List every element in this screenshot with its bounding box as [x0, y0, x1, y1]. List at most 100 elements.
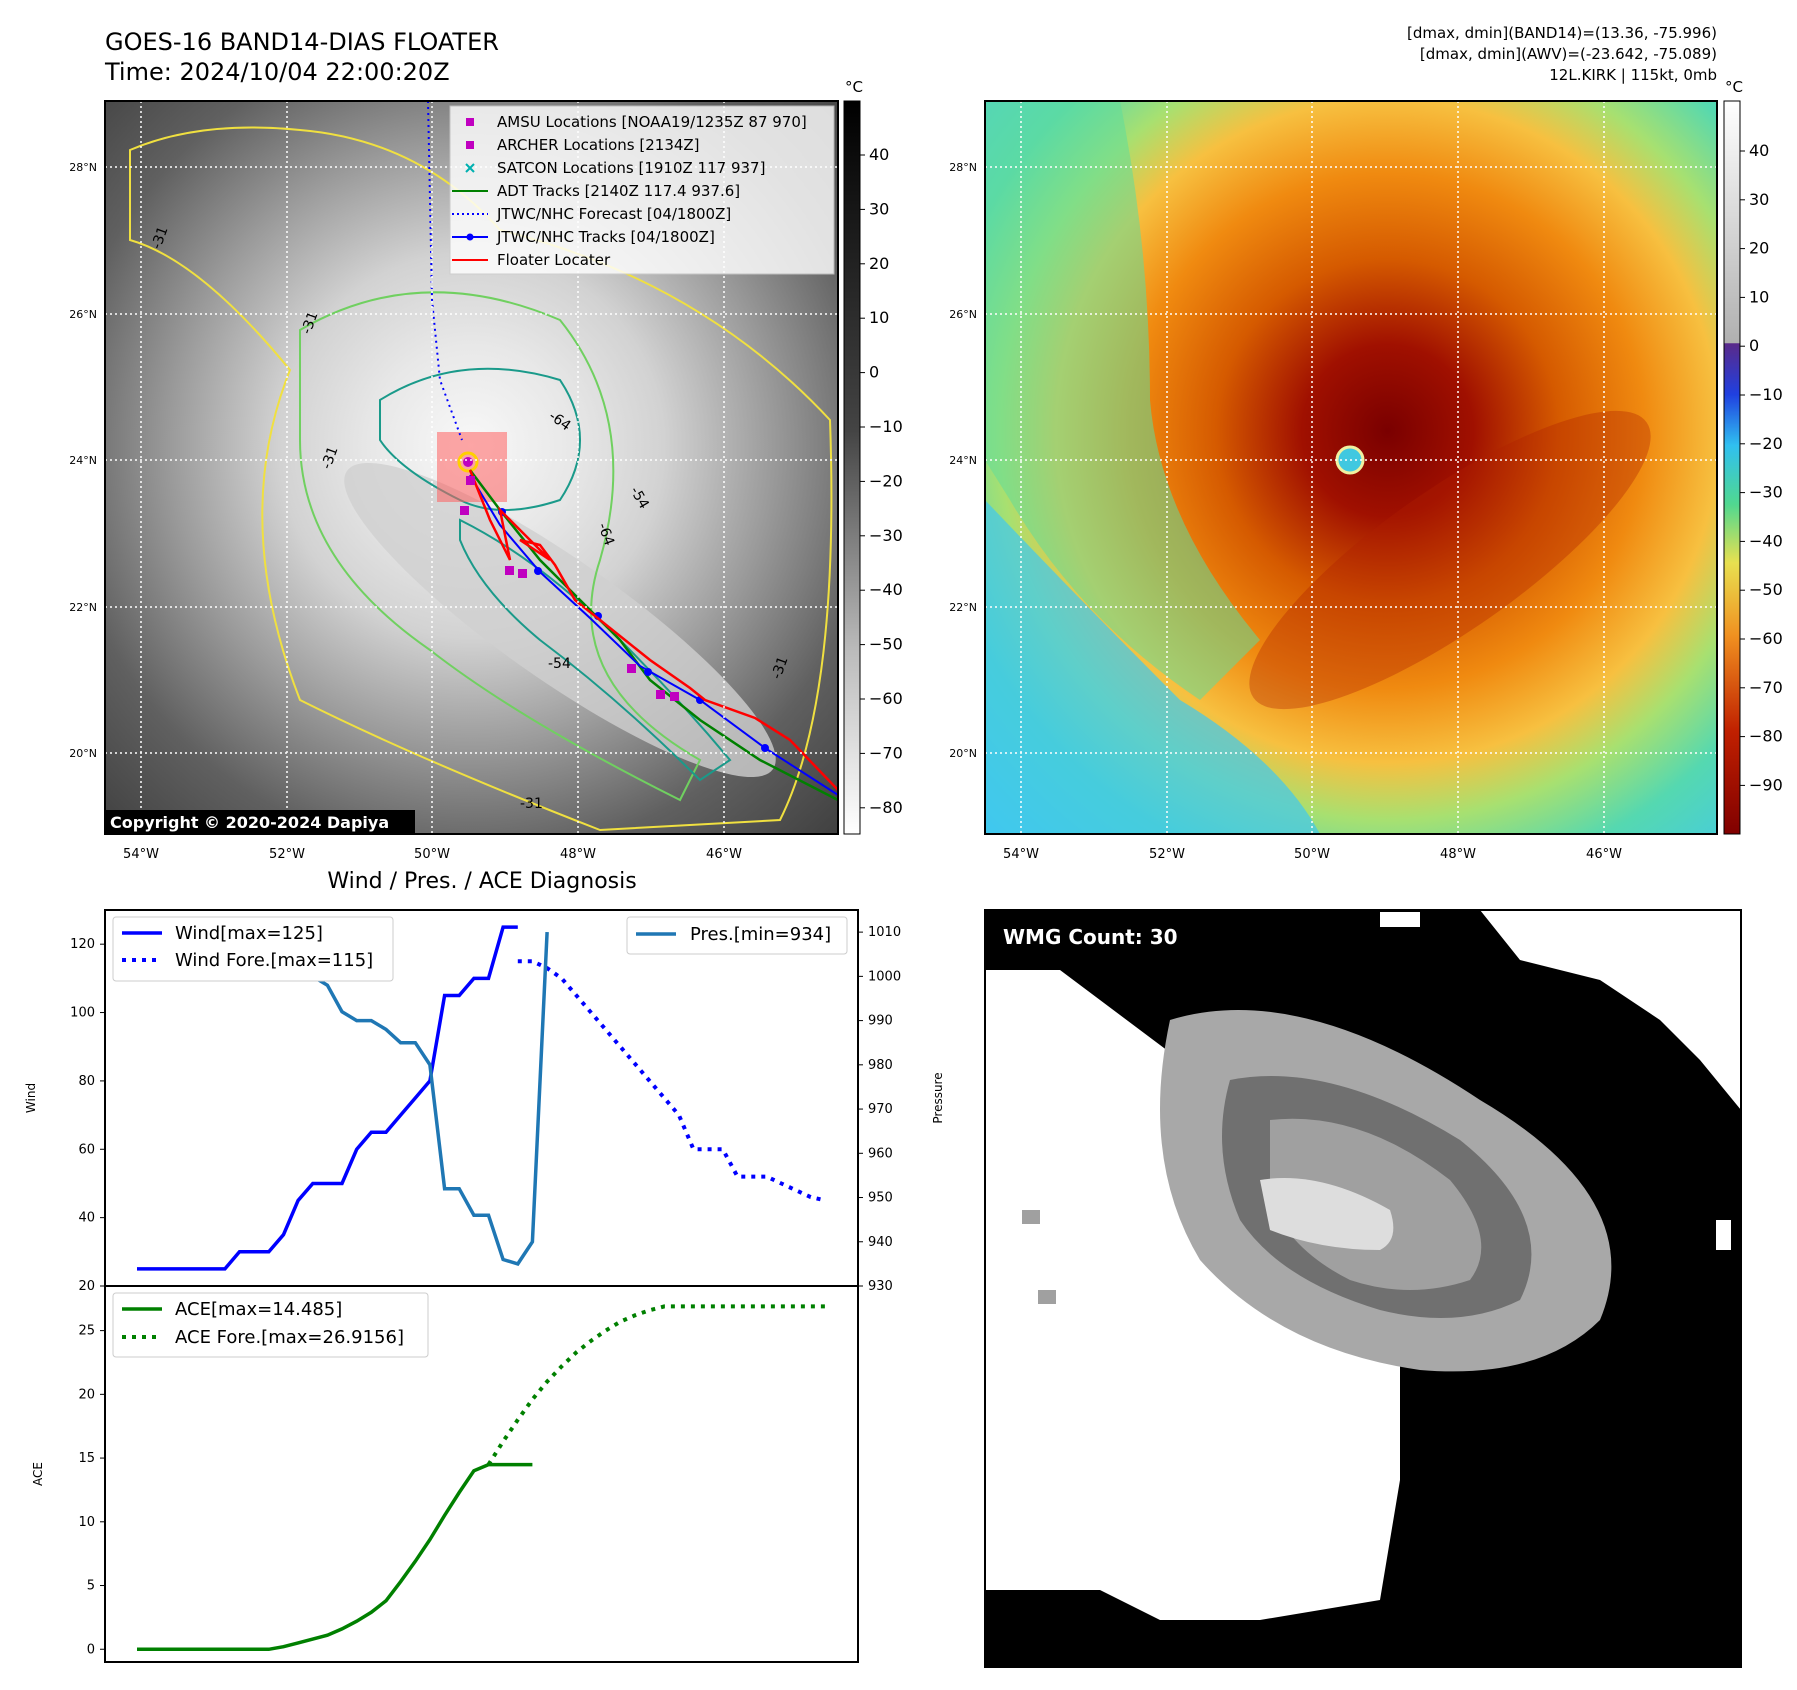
- colorbar-gray-ticks: 40 30 20 10 0 −10 −20 −30 −40 −50 −60 −70 −80: [860, 145, 903, 817]
- lat-tick-label: 20°N: [69, 747, 97, 760]
- colorbar-tick-label: −30: [1749, 483, 1783, 502]
- lat-tick-label: 24°N: [949, 454, 977, 467]
- y-right-tick-label: 930: [868, 1279, 893, 1294]
- y-tick-label: 15: [78, 1451, 95, 1466]
- lon-tick-label: 48°W: [560, 847, 596, 862]
- legend-label: ACE Fore.[max=26.9156]: [175, 1327, 404, 1348]
- wmg-count-label: WMG Count: 30: [1003, 925, 1178, 949]
- legend-label: Wind[max=125]: [175, 923, 323, 944]
- colorbar-tick-label: −70: [869, 743, 903, 762]
- series-line-2: [137, 932, 549, 1266]
- map2-axis-ticks: 54°W 52°W 50°W 48°W 46°W 28°N 26°N 24°N 22°N 20°N: [949, 161, 1622, 862]
- lat-tick-label: 20°N: [949, 747, 977, 760]
- contour-label: -64: [594, 521, 617, 548]
- colorbar-gray-unit: °C: [845, 78, 863, 96]
- legend-label: Pres.[min=934]: [690, 924, 831, 945]
- wind-pressure-chart: 20 40 60 80 100 120 930 940 950 960 970 980 990 1000 1…: [24, 909, 945, 1294]
- contour-label: -54: [548, 656, 571, 672]
- figure-title-line2: Time: 2024/10/04 22:00:20Z: [104, 58, 450, 86]
- wind-legend-box: [112, 916, 394, 982]
- y-right-tick-label: 990: [868, 1014, 893, 1029]
- colorbar-tick-label: −50: [1749, 580, 1783, 599]
- legend-label: JTWC/NHC Forecast [04/1800Z]: [496, 205, 731, 223]
- green-contour: [299, 291, 702, 802]
- y-tick-label: 80: [78, 1074, 95, 1089]
- y-tick-label: 25: [78, 1324, 95, 1339]
- map2-frame: [984, 100, 1718, 835]
- contour-label: -31: [769, 654, 792, 681]
- lat-tick-label: 26°N: [949, 308, 977, 321]
- y-tick-label: 5: [87, 1579, 95, 1594]
- info-line3: 12L.KIRK | 115kt, 0mb: [1549, 66, 1717, 84]
- lat-tick-label: 22°N: [949, 601, 977, 614]
- colorbar-tick-label: −20: [1749, 434, 1783, 453]
- colorbar-tick-label: 10: [1749, 287, 1769, 306]
- adt-track: [469, 469, 838, 802]
- lat-tick-label: 24°N: [69, 454, 97, 467]
- y-right-tick-label: 970: [868, 1102, 893, 1117]
- series-line-1: [517, 959, 826, 1203]
- map-legend: AMSU Locations [NOAA19/1235Z 87 970] ARCH…: [449, 105, 835, 275]
- spiral-band: [1249, 410, 1651, 710]
- lon-tick-label: 52°W: [1149, 847, 1185, 862]
- jtwc-track: [469, 474, 838, 796]
- chart2-frame: [104, 1285, 859, 1663]
- yellow-contour: [129, 126, 833, 832]
- teal-contour-2: [459, 518, 732, 782]
- y-axis-label: Wind: [24, 1083, 38, 1113]
- colorbar-tick-label: −70: [1749, 678, 1783, 697]
- lon-tick-label: 46°W: [1586, 847, 1622, 862]
- legend-marker: [466, 141, 474, 149]
- colorbar-tick-label: 20: [1749, 239, 1769, 258]
- colorbar-tick-label: 0: [1749, 336, 1759, 355]
- y-tick-label: 40: [78, 1211, 95, 1226]
- map2-gridlines: [985, 101, 1717, 834]
- lon-tick-label: 54°W: [1003, 847, 1039, 862]
- eye-marker: [457, 451, 479, 473]
- lon-tick-label: 50°W: [1294, 847, 1330, 862]
- colorbar-tick-label: −60: [1749, 629, 1783, 648]
- y-right-tick-label: 1010: [868, 925, 901, 940]
- cyan-region: [985, 500, 1320, 834]
- ace-series-line-1: [486, 1304, 826, 1466]
- teal-contour: [379, 367, 581, 511]
- figure-title-line1: GOES-16 BAND14-DIAS FLOATER: [105, 28, 499, 56]
- colorbar-color-ticks: 40 30 20 10 0 −10 −20 −30 −40 −50 −60 −70 −80 −90: [1740, 141, 1783, 794]
- colorbar-tick-label: 40: [1749, 141, 1769, 160]
- wmg-white-region: [985, 970, 1400, 1620]
- legend-label: ADT Tracks [2140Z 117.4 937.6]: [497, 182, 740, 200]
- colorbar-tick-label: 10: [869, 308, 889, 327]
- map1-frame: [104, 100, 839, 835]
- colorbar-tick-label: −60: [869, 689, 903, 708]
- lat-tick-label: 28°N: [949, 161, 977, 174]
- colorbar-tick-label: −10: [869, 417, 903, 436]
- legend-label: SATCON Locations [1910Z 117 937]: [497, 159, 765, 177]
- y-tick-label: 0: [87, 1642, 95, 1657]
- floater-track: [468, 469, 838, 791]
- legend-label: AMSU Locations [NOAA19/1235Z 87 970]: [497, 113, 807, 131]
- map1-gridlines: [105, 101, 838, 834]
- lon-tick-label: 50°W: [414, 847, 450, 862]
- wmg-white-corner: [1480, 910, 1741, 1110]
- info-line2: [dmax, dmin](AWV)=(-23.642, -75.089): [1420, 45, 1717, 63]
- y-tick-label: 20: [78, 1279, 95, 1294]
- copyright-text: Copyright © 2020-2024 Dapiya: [110, 813, 389, 832]
- legend-label: Wind Fore.[max=115]: [175, 950, 373, 971]
- colorbar-tick-label: 30: [869, 199, 889, 218]
- legend-label: ACE[max=14.485]: [175, 1299, 342, 1320]
- info-line1: [dmax, dmin](BAND14)=(13.36, -75.996): [1407, 24, 1717, 42]
- ace-chart: 0 5 10 15 20 25 ACE ACE[max=14.485] ACE Fore.[ma…: [31, 1285, 859, 1663]
- lon-tick-label: 52°W: [269, 847, 305, 862]
- y-tick-label: 60: [78, 1142, 95, 1157]
- y-tick-label: 100: [70, 1006, 95, 1021]
- y-right-tick-label: 960: [868, 1146, 893, 1161]
- y-right-tick-label: 950: [868, 1191, 893, 1206]
- lat-tick-label: 22°N: [69, 601, 97, 614]
- ir-color-map: [985, 101, 1717, 834]
- floater-locater-box: [437, 432, 507, 502]
- colorbar-color: [1723, 100, 1741, 835]
- colorbar-tick-label: −90: [1749, 775, 1783, 794]
- colorbar-tick-label: 40: [869, 145, 889, 164]
- pressure-legend-box: [626, 916, 848, 955]
- colorbar-tick-label: 30: [1749, 190, 1769, 209]
